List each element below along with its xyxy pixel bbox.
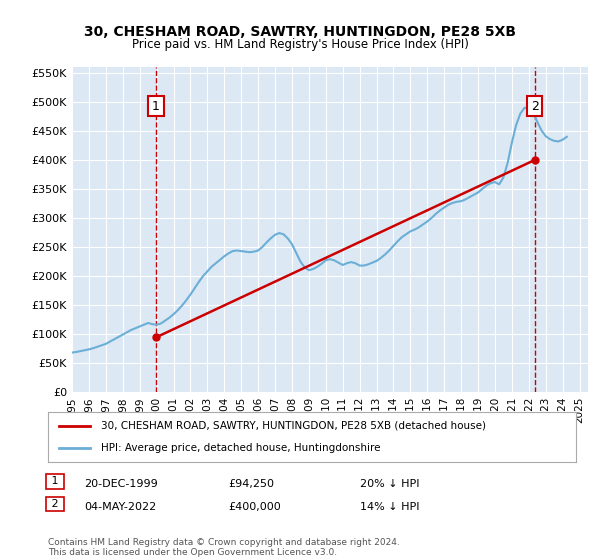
Text: 2: 2 bbox=[48, 499, 62, 509]
Text: 30, CHESHAM ROAD, SAWTRY, HUNTINGDON, PE28 5XB (detached house): 30, CHESHAM ROAD, SAWTRY, HUNTINGDON, PE… bbox=[101, 421, 486, 431]
Text: 2: 2 bbox=[531, 100, 539, 113]
Text: £400,000: £400,000 bbox=[228, 502, 281, 512]
Text: 1: 1 bbox=[152, 100, 160, 113]
Text: £94,250: £94,250 bbox=[228, 479, 274, 489]
Text: 30, CHESHAM ROAD, SAWTRY, HUNTINGDON, PE28 5XB: 30, CHESHAM ROAD, SAWTRY, HUNTINGDON, PE… bbox=[84, 25, 516, 39]
Text: Price paid vs. HM Land Registry's House Price Index (HPI): Price paid vs. HM Land Registry's House … bbox=[131, 38, 469, 51]
Text: 20-DEC-1999: 20-DEC-1999 bbox=[84, 479, 158, 489]
Point bbox=[530, 156, 539, 165]
Text: 1: 1 bbox=[48, 477, 62, 487]
Text: 14% ↓ HPI: 14% ↓ HPI bbox=[360, 502, 419, 512]
Text: HPI: Average price, detached house, Huntingdonshire: HPI: Average price, detached house, Hunt… bbox=[101, 443, 380, 453]
Text: 20% ↓ HPI: 20% ↓ HPI bbox=[360, 479, 419, 489]
Text: 04-MAY-2022: 04-MAY-2022 bbox=[84, 502, 156, 512]
Text: Contains HM Land Registry data © Crown copyright and database right 2024.
This d: Contains HM Land Registry data © Crown c… bbox=[48, 538, 400, 557]
Point bbox=[151, 333, 161, 342]
